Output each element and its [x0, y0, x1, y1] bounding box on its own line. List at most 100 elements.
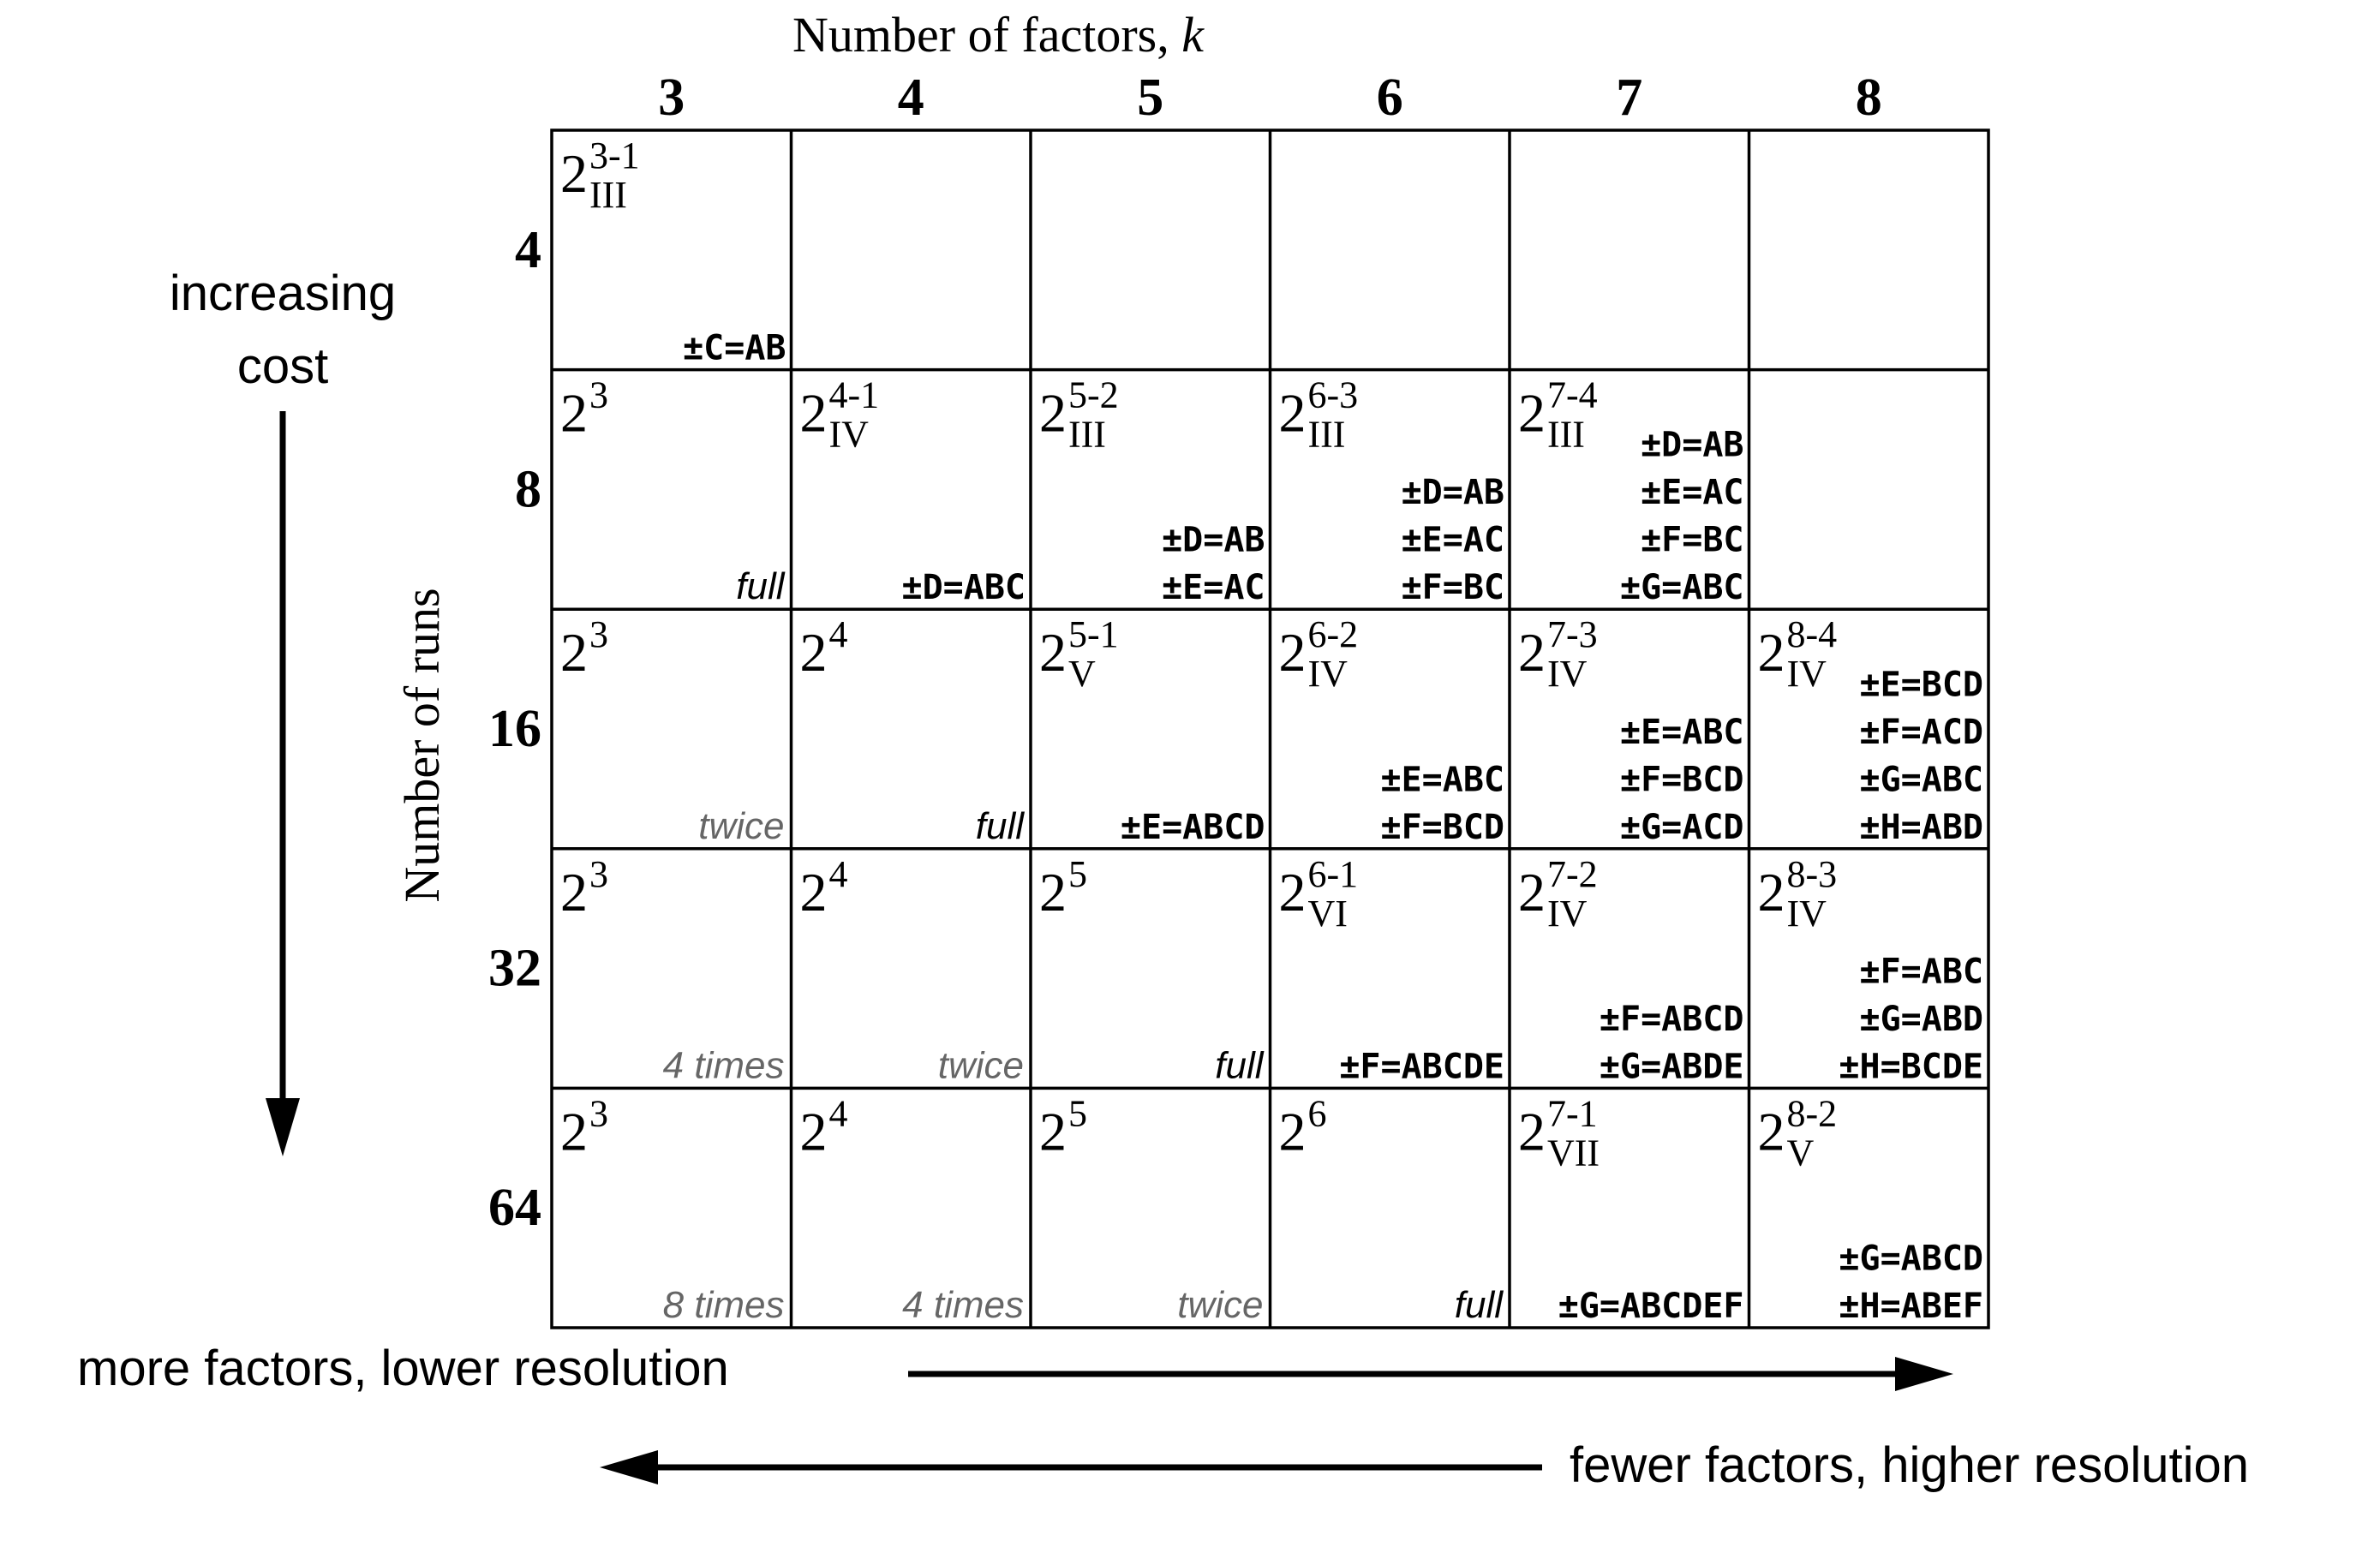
- design-exponent: 5: [1068, 1092, 1087, 1134]
- column-axis-title: Number of factors, k: [792, 7, 1205, 63]
- design-exponent: 3: [589, 853, 608, 895]
- replication-note: twice: [938, 1044, 1024, 1086]
- generator-label: ±F=ACD: [1860, 713, 1984, 752]
- design-notation: 2: [800, 862, 828, 923]
- fewer-factors-label: fewer factors, higher resolution: [1570, 1437, 2249, 1493]
- design-resolution: V: [1068, 653, 1096, 695]
- generator-label: ±F=ABCDE: [1339, 1047, 1504, 1086]
- column-header-k-3: 3: [658, 69, 685, 127]
- design-exponent: 6: [1308, 1092, 1327, 1134]
- design-notation: 2: [800, 383, 828, 444]
- generator-label: ±E=ABC: [1620, 713, 1744, 752]
- design-resolution: IV: [1547, 653, 1588, 695]
- generator-label: ±G=ABDE: [1600, 1047, 1744, 1086]
- generator-label: ±C=AB: [683, 329, 786, 368]
- design-exponent: 6-3: [1308, 374, 1359, 416]
- column-header-k-6: 6: [1377, 69, 1403, 127]
- design-notation: 2: [1758, 622, 1785, 683]
- row-header-runs-4: 4: [515, 221, 541, 279]
- design-notation: 2: [1279, 862, 1307, 923]
- row-header-runs-8: 8: [515, 460, 541, 518]
- replication-note: 4 times: [663, 1044, 785, 1086]
- design-notation: 2: [1758, 1101, 1785, 1162]
- design-cell-16-runs-6-factors: 2 6-2IV ±E=ABC ±F=BCD: [1279, 613, 1505, 847]
- design-exponent: 7-3: [1547, 613, 1598, 655]
- design-notation: 2: [1518, 622, 1546, 683]
- design-cell-64-runs-4-factors: 2 4 4 times: [800, 1092, 1025, 1326]
- design-exponent: 5: [1068, 853, 1087, 895]
- design-exponent: 4: [829, 613, 848, 655]
- row-header-runs-32: 32: [488, 940, 541, 998]
- design-notation: 2: [1518, 862, 1546, 923]
- design-cell-32-runs-8-factors: 2 8-3IV ±F=ABC ±G=ABD ±H=BCDE: [1758, 853, 1984, 1087]
- generator-label: ±E=AC: [1402, 521, 1504, 560]
- increasing-cost-label-line1: increasing: [170, 266, 396, 321]
- design-exponent: 8-2: [1787, 1092, 1838, 1134]
- replication-note: full: [1215, 1044, 1264, 1086]
- design-notation: 2: [1518, 383, 1546, 444]
- generator-label: ±E=ABCD: [1121, 808, 1265, 847]
- generator-label: ±F=BC: [1641, 521, 1743, 560]
- design-notation: 2: [1758, 862, 1785, 923]
- design-resolution: III: [589, 174, 627, 216]
- design-exponent: 8-4: [1787, 613, 1838, 655]
- generator-label: ±H=BCDE: [1839, 1047, 1983, 1086]
- design-exponent: 4: [829, 1092, 848, 1134]
- design-notation: 2: [560, 862, 588, 923]
- design-cell-8-runs-3-factors: 2 3 full: [560, 374, 786, 608]
- row-axis-title: Number of runs: [394, 588, 450, 902]
- design-notation: 2: [1279, 383, 1307, 444]
- down-arrow-icon: [266, 411, 300, 1156]
- design-notation: 2: [1039, 862, 1067, 923]
- design-resolution: IV: [829, 414, 870, 456]
- column-header-k-7: 7: [1616, 69, 1642, 127]
- generator-label: ±G=ABCDEF: [1558, 1287, 1744, 1326]
- design-resolution: III: [1308, 414, 1346, 456]
- column-header-k-5: 5: [1137, 69, 1163, 127]
- design-cell-32-runs-7-factors: 2 7-2IV ±F=ABCD ±G=ABDE: [1518, 853, 1744, 1087]
- design-notation: 2: [1039, 1101, 1067, 1162]
- design-exponent: 8-3: [1787, 853, 1838, 895]
- generator-label: ±G=ABC: [1620, 568, 1744, 607]
- row-headers: 4 8 16 32 64: [488, 221, 541, 1237]
- generator-label: ±F=BCD: [1620, 760, 1744, 799]
- design-notation: 2: [560, 383, 588, 444]
- generator-label: ±G=ABC: [1860, 760, 1984, 799]
- design-notation: 2: [1279, 622, 1307, 683]
- design-notation: 2: [560, 143, 588, 204]
- design-resolution: V: [1787, 1132, 1815, 1174]
- design-resolution: III: [1068, 414, 1106, 456]
- design-cell-32-runs-3-factors: 2 3 4 times: [560, 853, 785, 1087]
- design-exponent: 4: [829, 853, 848, 895]
- design-cell-64-runs-8-factors: 2 8-2V ±G=ABCD ±H=ABEF: [1758, 1092, 1984, 1326]
- design-exponent: 3: [589, 374, 608, 416]
- row-header-runs-16: 16: [488, 700, 541, 758]
- generator-label: ±E=BCD: [1860, 665, 1984, 704]
- design-cell-16-runs-4-factors: 2 4 full: [800, 613, 1026, 847]
- generator-label: ±H=ABD: [1860, 808, 1984, 847]
- design-exponent: 6-2: [1308, 613, 1359, 655]
- design-resolution: VI: [1308, 893, 1348, 935]
- right-arrow-icon: [908, 1357, 1953, 1391]
- generator-label: ±F=ABC: [1860, 952, 1984, 991]
- column-header-k-8: 8: [1856, 69, 1882, 127]
- design-notation: 2: [560, 622, 588, 683]
- design-exponent: 4-1: [829, 374, 880, 416]
- design-cell-32-runs-5-factors: 2 5 full: [1039, 853, 1265, 1087]
- design-resolution: VII: [1547, 1132, 1600, 1174]
- generator-label: ±E=ABC: [1381, 760, 1505, 799]
- replication-note: twice: [698, 805, 784, 847]
- design-grid: [550, 128, 1990, 1329]
- generator-label: ±D=AB: [1162, 521, 1265, 560]
- increasing-cost-label-line2: cost: [237, 338, 328, 394]
- design-notation: 2: [800, 622, 828, 683]
- generator-label: ±H=ABEF: [1839, 1287, 1983, 1326]
- generator-label: ±G=ACD: [1620, 808, 1744, 847]
- design-cell-32-runs-6-factors: 2 6-1VI ±F=ABCDE: [1279, 853, 1505, 1087]
- replication-note: full: [736, 565, 785, 607]
